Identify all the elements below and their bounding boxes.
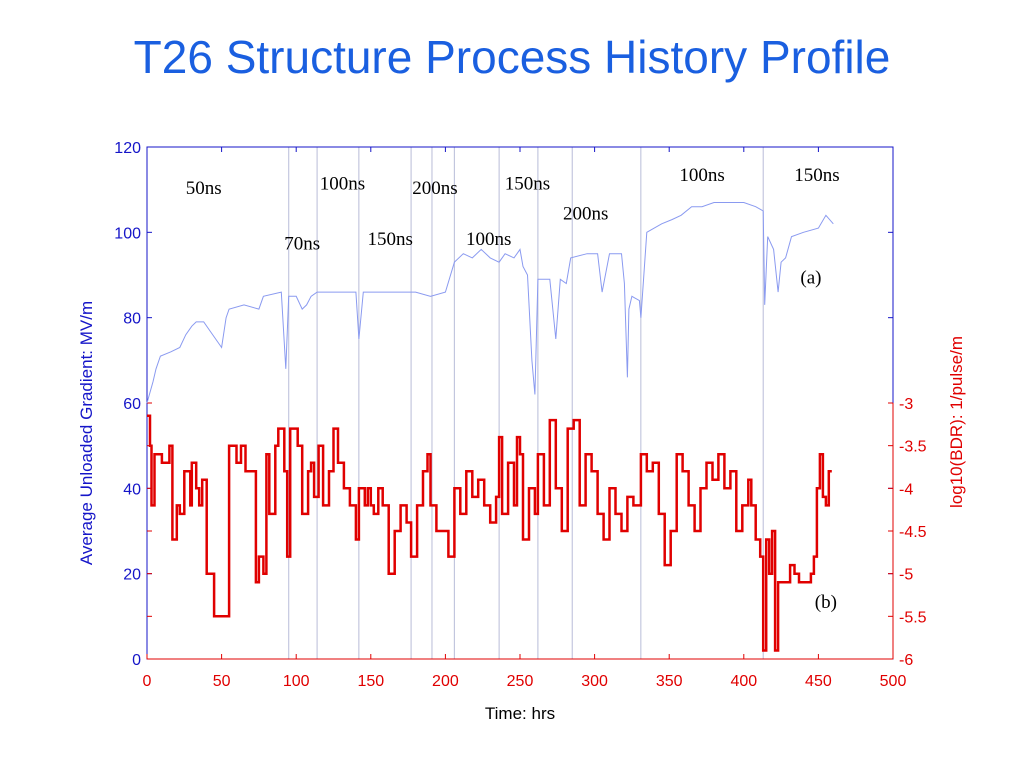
left-y-tick-label: 40 (123, 481, 141, 498)
panel-label: (a) (800, 268, 821, 289)
pulse-width-label: 150ns (794, 165, 839, 186)
right-y-axis: -3 -3.5 -4 -4.5 -5 -5.5 -6 (147, 396, 927, 669)
bdr-series-line (147, 414, 832, 652)
x-tick-label: 150 (357, 673, 384, 690)
x-tick-label: 450 (805, 673, 832, 690)
pulse-width-label: 150ns (505, 174, 550, 195)
left-y-axis-label: Average Unloaded Gradient: MV/m (77, 301, 96, 565)
left-y-tick-label: 60 (123, 396, 141, 413)
right-y-tick-label: -5.5 (899, 609, 927, 626)
left-y-tick-label: 20 (123, 567, 141, 584)
x-tick-label: 100 (283, 673, 310, 690)
x-tick-label: 250 (507, 673, 534, 690)
pulse-width-label: 200ns (563, 204, 608, 225)
gradient-series-line (146, 202, 834, 404)
x-tick-label: 200 (432, 673, 459, 690)
right-y-tick-label: -4 (899, 481, 913, 498)
left-y-tick-label: 80 (123, 311, 141, 328)
right-y-tick-label: -6 (899, 652, 913, 669)
right-y-tick-label: -4.5 (899, 524, 927, 541)
pulse-width-label: 150ns (367, 229, 412, 250)
pulse-width-label: 100ns (320, 174, 365, 195)
x-tick-label: 400 (730, 673, 757, 690)
x-axis: 0 50 100 150 200 250 300 350 400 450 500 (143, 147, 907, 690)
left-y-tick-label: 100 (114, 225, 141, 242)
pulse-width-label: 70ns (284, 233, 320, 254)
x-axis-label: Time: hrs (485, 704, 555, 723)
x-tick-label: 50 (213, 673, 231, 690)
x-tick-label: 300 (581, 673, 608, 690)
panel-label: (b) (815, 592, 837, 613)
left-y-tick-label: 0 (132, 652, 141, 669)
pulse-width-label: 100ns (679, 165, 724, 186)
x-tick-label: 0 (143, 673, 152, 690)
pulse-width-label: 200ns (412, 178, 457, 199)
right-y-tick-label: -3.5 (899, 439, 927, 456)
phase-boundary-lines (288, 147, 764, 659)
series-layer (146, 202, 834, 652)
x-tick-label: 350 (656, 673, 683, 690)
right-y-tick-label: -5 (899, 567, 913, 584)
pulse-width-label: 50ns (186, 178, 222, 199)
x-tick-label: 500 (880, 673, 907, 690)
pulse-width-label: 100ns (466, 229, 511, 250)
right-y-tick-label: -3 (899, 396, 913, 413)
right-y-axis-label: log10(BDR): 1/pulse/m (947, 336, 966, 508)
page-title: T26 Structure Process History Profile (133, 31, 891, 83)
left-y-tick-label: 120 (114, 140, 141, 157)
pulse-width-annotations: 50ns 70ns 100ns 150ns 200ns 100ns 150ns 200ns 10… (186, 165, 840, 613)
